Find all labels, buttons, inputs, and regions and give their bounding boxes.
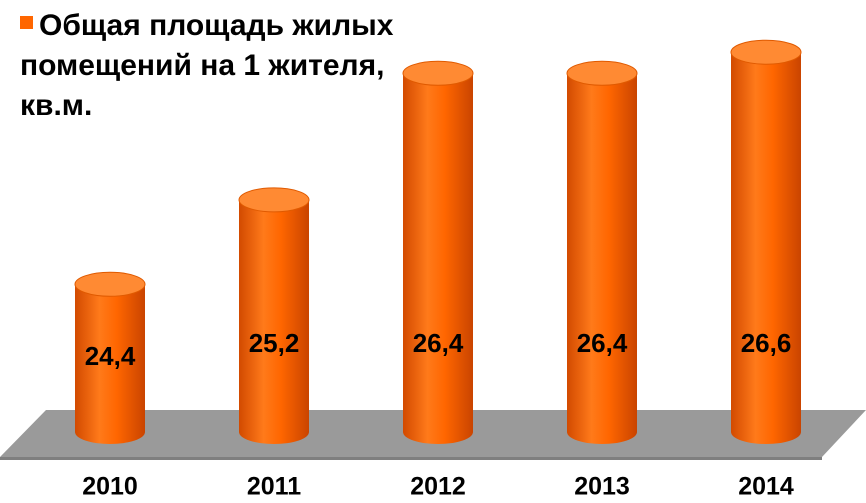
bar <box>238 187 310 444</box>
bar-top <box>730 39 802 65</box>
bar <box>74 271 146 444</box>
bar-top <box>402 60 474 86</box>
legend-swatch <box>20 16 33 29</box>
bar <box>566 60 638 445</box>
bar-body <box>403 73 473 445</box>
value-label: 25,2 <box>249 328 300 358</box>
x-tick-label: 2010 <box>82 473 138 501</box>
x-tick-label: 2011 <box>247 473 301 501</box>
bar-body <box>75 284 145 444</box>
bar-top <box>238 187 310 213</box>
value-label: 26,6 <box>741 328 792 358</box>
bar-body <box>239 199 309 444</box>
bar-body <box>567 73 637 445</box>
bar-top <box>566 60 638 86</box>
floor-edge <box>0 457 822 460</box>
bar-top <box>74 271 146 297</box>
bar <box>402 60 474 445</box>
value-label: 26,4 <box>413 328 464 358</box>
x-tick-label: 2012 <box>410 473 466 501</box>
value-label: 26,4 <box>577 328 628 358</box>
x-tick-label: 2014 <box>738 473 794 501</box>
x-tick-label: 2013 <box>574 473 630 501</box>
legend: Общая площадь жилых помещений на 1 жител… <box>20 6 400 126</box>
legend-label: Общая площадь жилых помещений на 1 жител… <box>20 9 394 122</box>
bar <box>730 39 802 444</box>
bar-body <box>731 52 801 444</box>
value-label: 24,4 <box>85 341 136 371</box>
